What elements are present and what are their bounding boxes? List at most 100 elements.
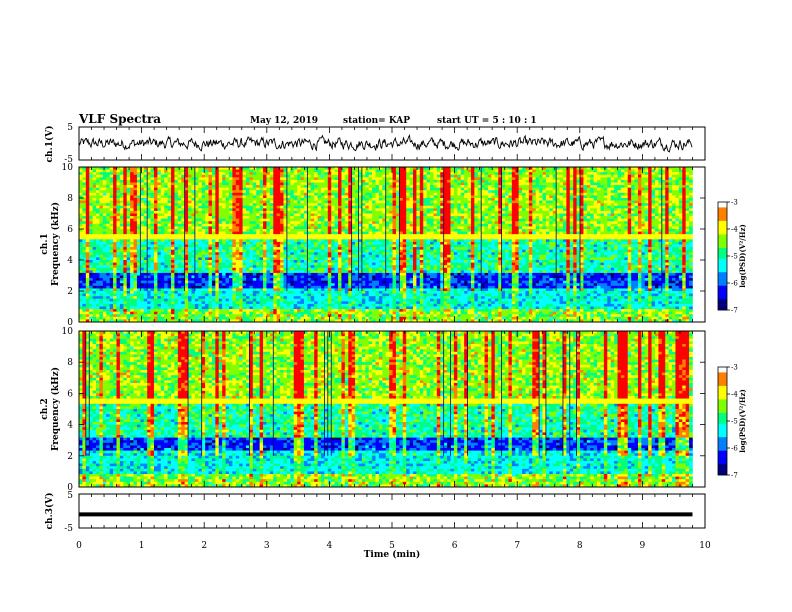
spectrogram-cell (106, 182, 110, 186)
spectrogram-cell (256, 182, 260, 186)
spectrogram-cell (672, 195, 676, 199)
spectrogram-cell (218, 187, 223, 191)
spectrogram-cell (160, 213, 165, 217)
spectrogram-cell (297, 182, 301, 186)
spectrogram-cell (167, 223, 172, 227)
spectrogram-cell (126, 208, 131, 212)
spectrogram-cell (324, 205, 329, 209)
spectrogram-cell (382, 198, 387, 201)
spectrogram-cell (140, 229, 145, 232)
spectrogram-cell (365, 195, 369, 199)
spectrogram-cell (685, 179, 690, 183)
spectrogram-cell (222, 218, 226, 222)
spectrogram-cell (559, 216, 564, 219)
spectrogram-cell (583, 179, 588, 183)
spectrogram-cell (617, 213, 622, 217)
spectrogram-cell (528, 169, 533, 173)
spectrogram-cell (487, 223, 492, 227)
spectrogram-cell (228, 172, 233, 176)
spectrogram-cell (668, 185, 673, 188)
spectrogram-cell (532, 226, 536, 230)
spectrogram-cell (126, 167, 131, 170)
spectrogram-cell (399, 190, 404, 194)
spectrogram-cell (597, 185, 601, 188)
spectrogram-cell (177, 190, 182, 194)
spectrogram-cell (338, 226, 342, 230)
spectrogram-cell (542, 221, 547, 225)
spectrogram-cell (436, 190, 441, 194)
spectrogram-cell (464, 195, 468, 199)
spectrogram-cell (130, 213, 134, 217)
spectrogram-cell (586, 205, 591, 209)
spectrogram-cell (283, 203, 288, 207)
spectrogram-cell (375, 167, 380, 170)
spectrogram-cell (235, 177, 240, 181)
spectrogram-cell (181, 169, 185, 173)
spectrogram-cell (215, 167, 220, 170)
spectrogram-cell (566, 218, 571, 222)
spectrogram-cell (119, 234, 124, 238)
spectrogram-cell (293, 190, 298, 194)
spectrogram-cell (644, 190, 649, 194)
spectrogram-cell (654, 187, 659, 191)
spectrogram-cell (457, 221, 462, 225)
spectrogram-cell (583, 190, 588, 194)
spectrogram-cell (92, 200, 97, 204)
spectrogram-cell (235, 210, 240, 214)
spectrogram-cell (532, 213, 536, 217)
spectrogram-cell (123, 192, 128, 196)
spectrogram-cell (239, 231, 243, 235)
spectrogram-cell (617, 198, 622, 201)
spectrogram-cell (150, 185, 155, 188)
spectrogram-cell (389, 210, 393, 214)
spectrogram-cell (171, 231, 175, 235)
spectrogram-cell (576, 213, 581, 217)
spectrogram-cell (593, 213, 598, 217)
spectrogram-cell (266, 185, 271, 188)
spectrogram-cell (286, 218, 291, 222)
spectrogram-cell (556, 223, 560, 227)
spectrogram-cell (624, 213, 629, 217)
spectrogram-cell (382, 205, 387, 209)
spectrogram-cell (361, 234, 366, 238)
spectrogram-cell (355, 179, 359, 183)
spectrogram-cell (518, 203, 523, 207)
spectrogram-cell (372, 182, 376, 186)
spectrogram-cell (160, 185, 165, 188)
spectrogram-cell (242, 192, 247, 196)
spectrogram-cell (297, 195, 301, 199)
spectrogram-cell (133, 174, 138, 178)
spectrogram-cell (430, 205, 434, 209)
spectrogram-cell (545, 208, 550, 212)
spectrogram-cell (113, 213, 117, 217)
spectrogram-cell (682, 208, 686, 212)
spectrogram-cell (314, 218, 318, 222)
spectrogram-cell (297, 190, 301, 194)
spectrogram-cell (573, 190, 577, 194)
spectrogram-cell (184, 231, 189, 235)
spectrogram-cell (222, 169, 226, 173)
spectrogram-cell (208, 223, 213, 227)
spectrogram-cell (481, 200, 485, 204)
spectrogram-cell (82, 231, 87, 235)
spectrogram-cell (501, 203, 506, 207)
spectrogram-cell (96, 226, 100, 230)
spectrogram-cell (259, 226, 264, 230)
spectrogram-cell (539, 210, 543, 214)
spectrogram-cell (436, 221, 441, 225)
spectrogram-cell (416, 185, 421, 188)
spectrogram-cell (232, 174, 237, 178)
spectrogram-cell (402, 221, 407, 225)
spectrogram-cell (263, 205, 267, 209)
spectrogram-cell (522, 210, 526, 214)
spectrogram-cell (194, 205, 199, 209)
spectrogram-cell (96, 187, 100, 191)
spectrogram-cell (402, 216, 407, 219)
spectrogram-cell (620, 200, 625, 204)
spectrogram-cell (232, 208, 237, 212)
spectrogram-cell (518, 216, 523, 219)
spectrogram-cell (528, 198, 533, 201)
spectrogram-cell (481, 216, 485, 219)
spectrogram-cell (672, 172, 676, 176)
spectrogram-cell (406, 213, 410, 217)
